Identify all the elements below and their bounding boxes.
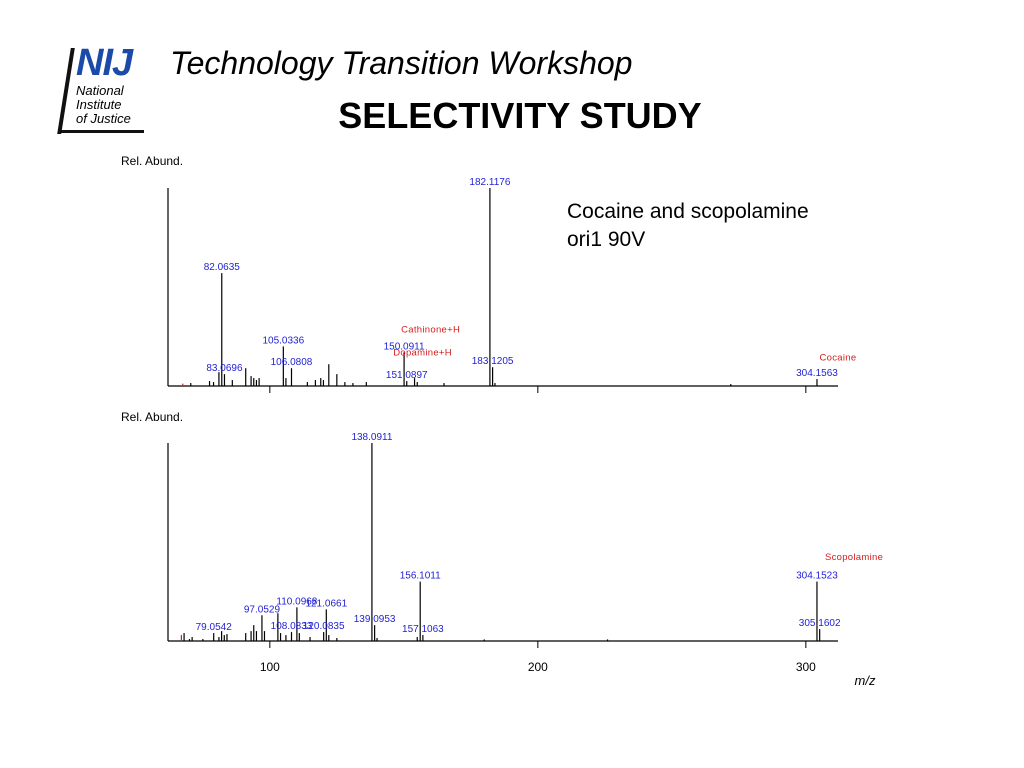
logo-underline bbox=[60, 130, 144, 133]
x-tick-label: 300 bbox=[796, 660, 816, 674]
compound-annotation: Cathinone+H bbox=[401, 325, 460, 336]
peak-label: 83.0696 bbox=[206, 363, 243, 374]
peak-label: 156.1011 bbox=[400, 571, 441, 582]
peak-label: 106.0808 bbox=[271, 357, 313, 368]
peak-label: 108.0833 bbox=[271, 621, 313, 632]
caption-line-2: ori1 90V bbox=[567, 228, 646, 251]
peak-label: 304.1523 bbox=[796, 571, 838, 582]
logo-line-institute: Institute bbox=[76, 97, 122, 112]
caption-line-1: Cocaine and scopolamine bbox=[567, 200, 809, 223]
peak-label: 110.0968 bbox=[276, 596, 317, 607]
nij-logo: NIJ National Institute of Justice bbox=[57, 42, 162, 136]
peak-label: 82.0635 bbox=[204, 262, 241, 273]
peak-label: 157.1063 bbox=[402, 624, 444, 635]
peak-label: 182.1176 bbox=[469, 177, 510, 188]
y-axis-label: Rel. Abund. bbox=[121, 154, 183, 168]
compound-annotation: Cocaine bbox=[820, 352, 857, 363]
x-tick-label: 100 bbox=[260, 660, 280, 674]
peak-label: 304.1563 bbox=[796, 368, 838, 379]
x-axis-label: m/z bbox=[855, 673, 876, 688]
peak-label: 105.0336 bbox=[262, 335, 304, 346]
peak-label: 150.0911 bbox=[384, 341, 425, 352]
compound-annotation: Dopamine+H bbox=[393, 347, 452, 358]
logo-line-justice: of Justice bbox=[76, 111, 131, 126]
spectrum-caption: Cocaine and scopolamine ori1 90V bbox=[567, 198, 809, 254]
peak-label: 305.1602 bbox=[799, 618, 841, 629]
peak-label: 121.0661 bbox=[305, 598, 347, 609]
peak-label: 97.0529 bbox=[244, 604, 281, 615]
slide-title: SELECTIVITY STUDY bbox=[338, 95, 702, 136]
compound-annotation: Scopolamine bbox=[825, 552, 883, 563]
peak-label: 139.0953 bbox=[354, 614, 396, 625]
logo-nij-text: NIJ bbox=[76, 42, 133, 84]
workshop-title: Technology Transition Workshop bbox=[170, 45, 633, 81]
y-axis-label: Rel. Abund. bbox=[121, 410, 183, 424]
peak-label: 120.0835 bbox=[303, 621, 345, 632]
peak-label: 183.1205 bbox=[472, 356, 514, 367]
peak-label: 138.0911 bbox=[351, 432, 392, 443]
x-tick-label: 200 bbox=[528, 660, 548, 674]
peak-label: 79.0542 bbox=[196, 622, 233, 633]
logo-line-national: National bbox=[76, 83, 124, 98]
peak-label: 151.0897 bbox=[386, 370, 428, 381]
